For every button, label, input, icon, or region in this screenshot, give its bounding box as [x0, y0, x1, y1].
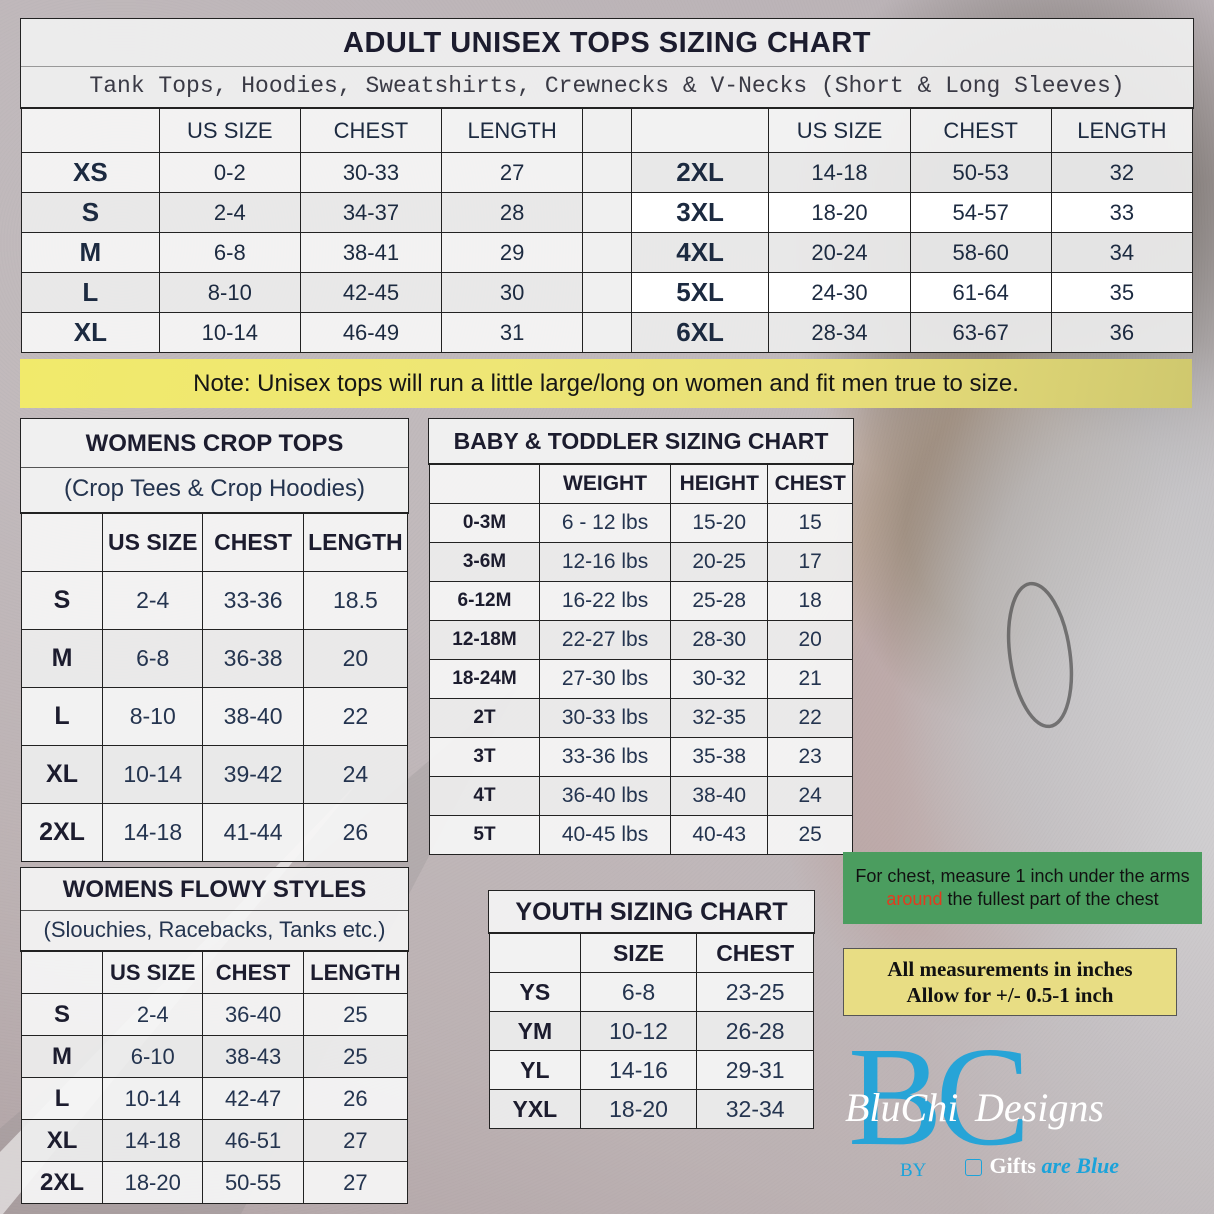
svg-text:Designs: Designs — [974, 1085, 1104, 1130]
svg-text:BluChi: BluChi — [845, 1085, 958, 1130]
